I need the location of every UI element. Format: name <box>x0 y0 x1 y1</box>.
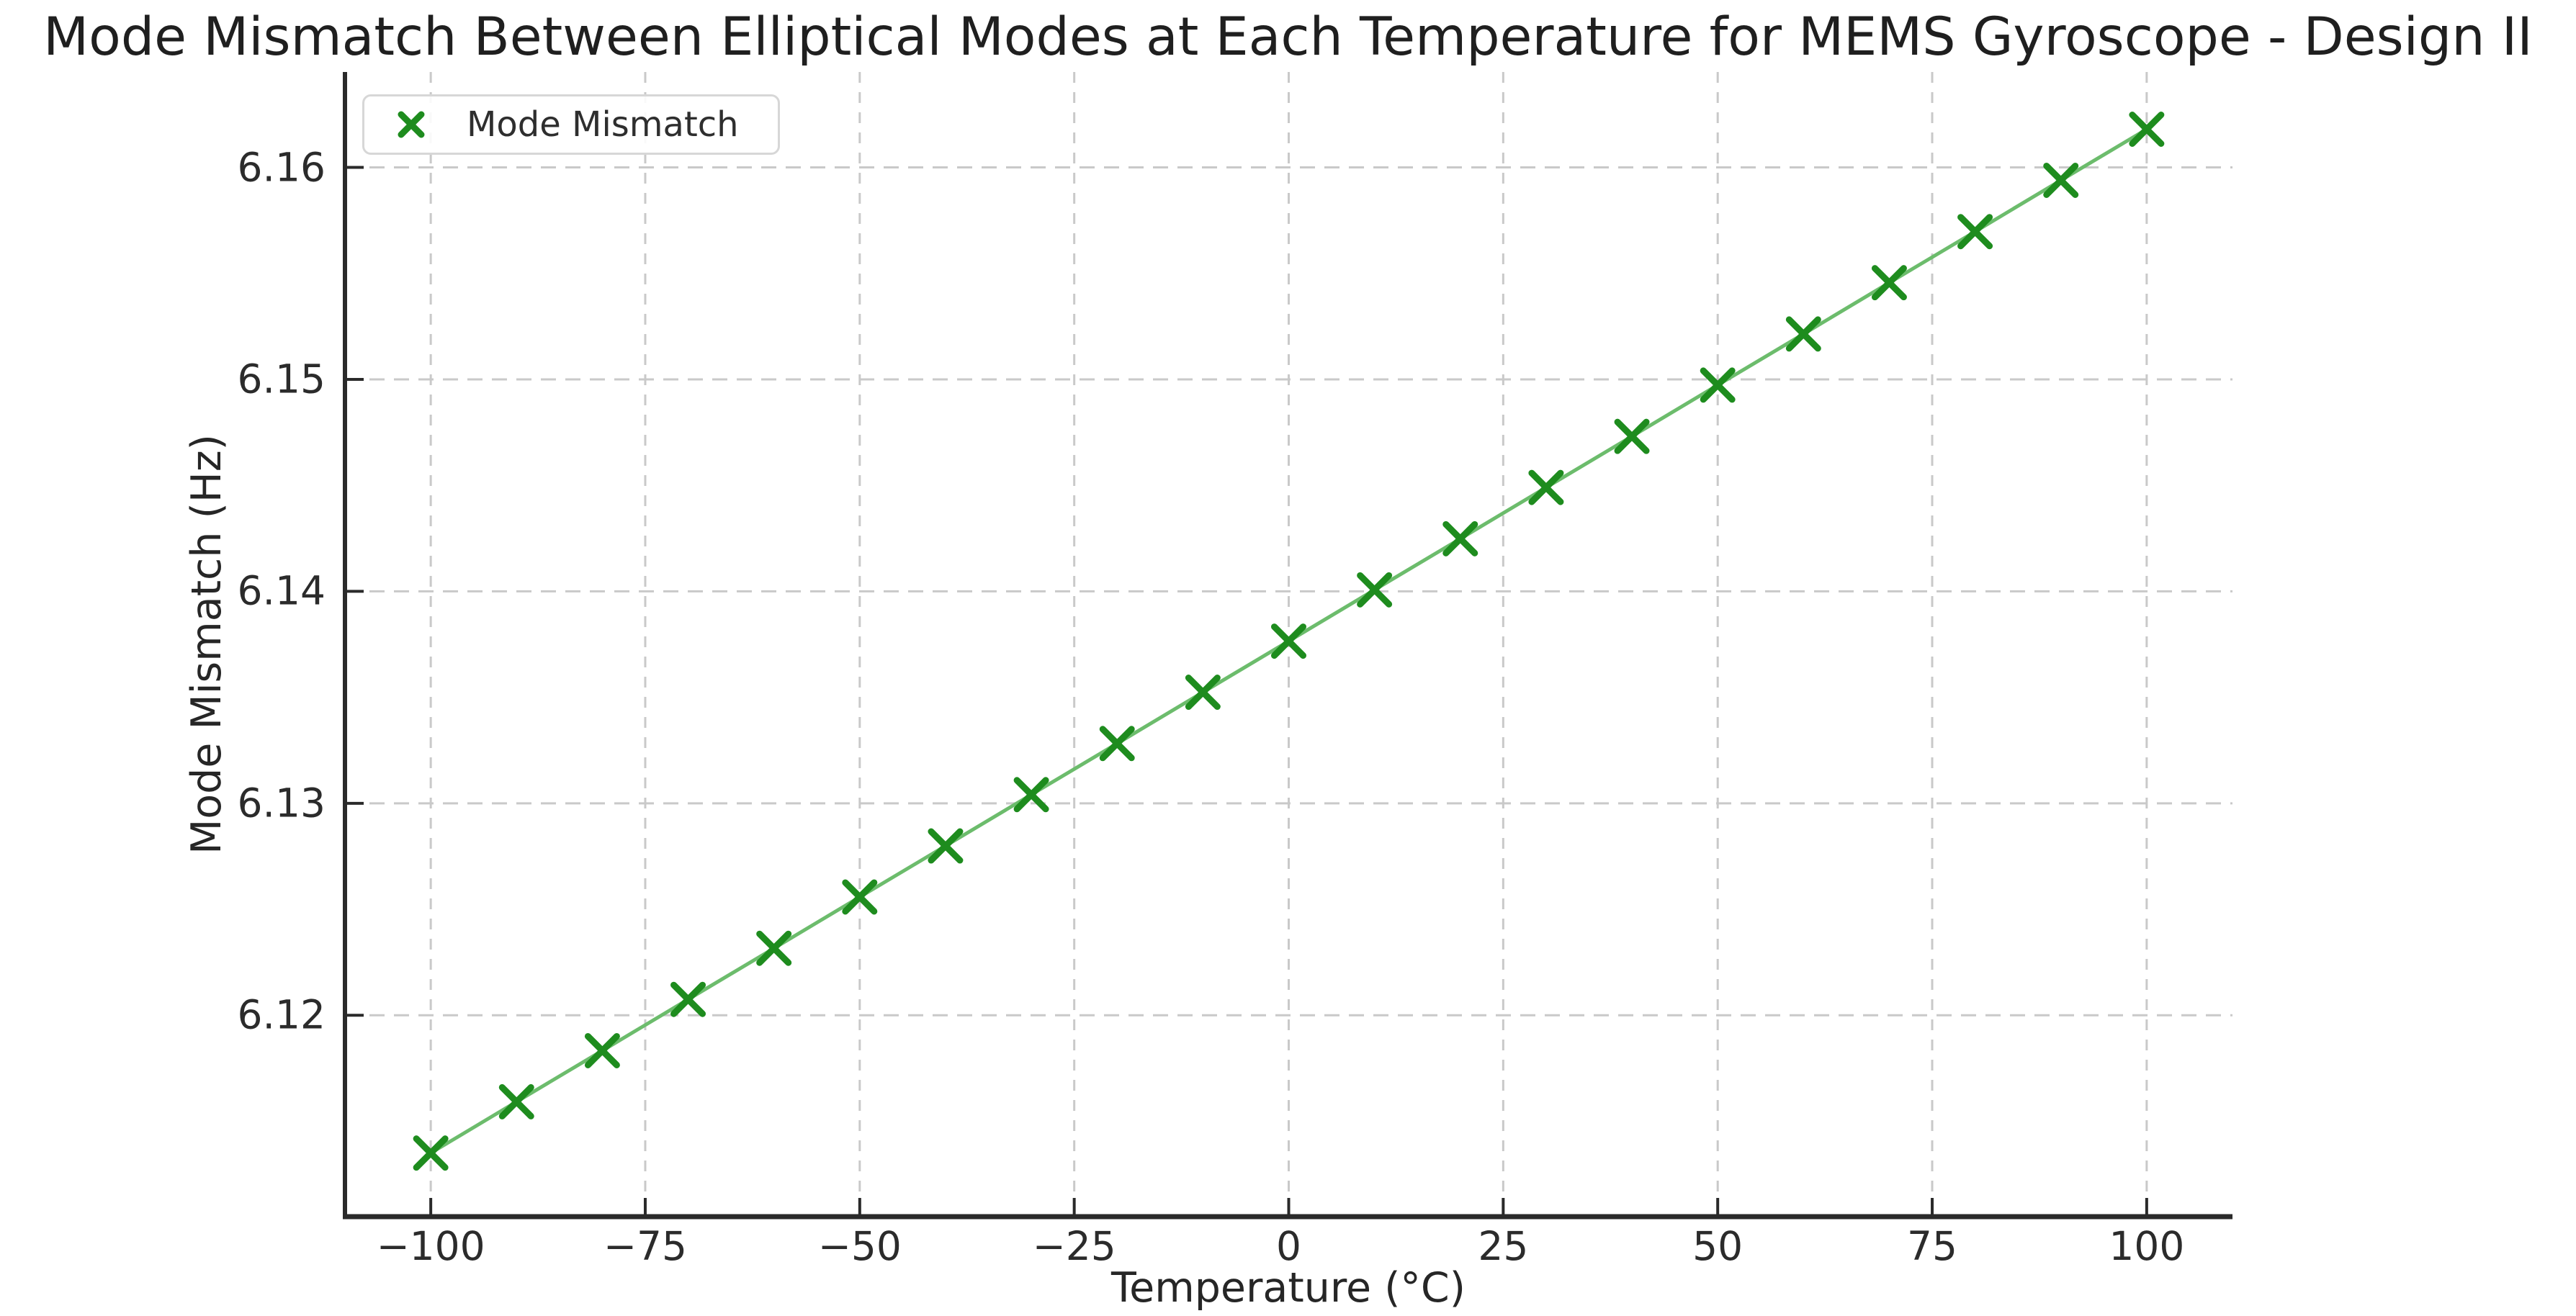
x-marker <box>584 1032 620 1068</box>
x-marker <box>2043 162 2079 198</box>
legend: Mode Mismatch <box>362 94 780 155</box>
x-marker <box>1614 418 1650 454</box>
y-tick-label: 6.15 <box>237 356 326 402</box>
x-marker <box>1957 214 1993 250</box>
x-marker <box>1271 623 1306 659</box>
x-marker <box>498 1083 534 1119</box>
x-tick-label: −50 <box>817 1223 902 1269</box>
x-tick-label: 75 <box>1907 1223 1958 1269</box>
x-tick-label: 0 <box>1276 1223 1301 1269</box>
x-tick-label: 50 <box>1692 1223 1743 1269</box>
x-marker <box>1785 316 1821 352</box>
y-tick-label: 6.13 <box>237 780 326 826</box>
x-tick-label: 100 <box>2109 1223 2185 1269</box>
x-marker <box>1185 675 1221 711</box>
x-tick-label: −75 <box>603 1223 688 1269</box>
legend-label: Mode Mismatch <box>467 104 739 145</box>
x-marker <box>756 930 792 966</box>
x-marker <box>842 879 878 915</box>
x-marker <box>2129 112 2165 147</box>
x-marker <box>1871 265 1907 301</box>
chart-title: Mode Mismatch Between Elliptical Modes a… <box>43 6 2533 68</box>
legend-x-marker-icon <box>398 111 425 138</box>
x-marker <box>928 828 964 864</box>
x-tick-label: 25 <box>1478 1223 1529 1269</box>
x-tick-label: −100 <box>376 1223 485 1269</box>
x-marker <box>1442 520 1478 556</box>
x-marker <box>1099 726 1135 762</box>
x-marker <box>1357 572 1393 608</box>
x-marker <box>670 981 706 1017</box>
x-axis-label: Temperature (°C) <box>1111 1264 1466 1312</box>
y-tick-label: 6.14 <box>237 567 326 614</box>
y-tick-label: 6.12 <box>237 991 326 1038</box>
x-marker <box>1700 367 1736 403</box>
y-tick-label: 6.16 <box>237 144 326 190</box>
x-marker <box>1528 469 1564 505</box>
x-marker <box>413 1135 449 1171</box>
x-tick-label: −25 <box>1032 1223 1116 1269</box>
x-marker <box>1013 777 1049 813</box>
